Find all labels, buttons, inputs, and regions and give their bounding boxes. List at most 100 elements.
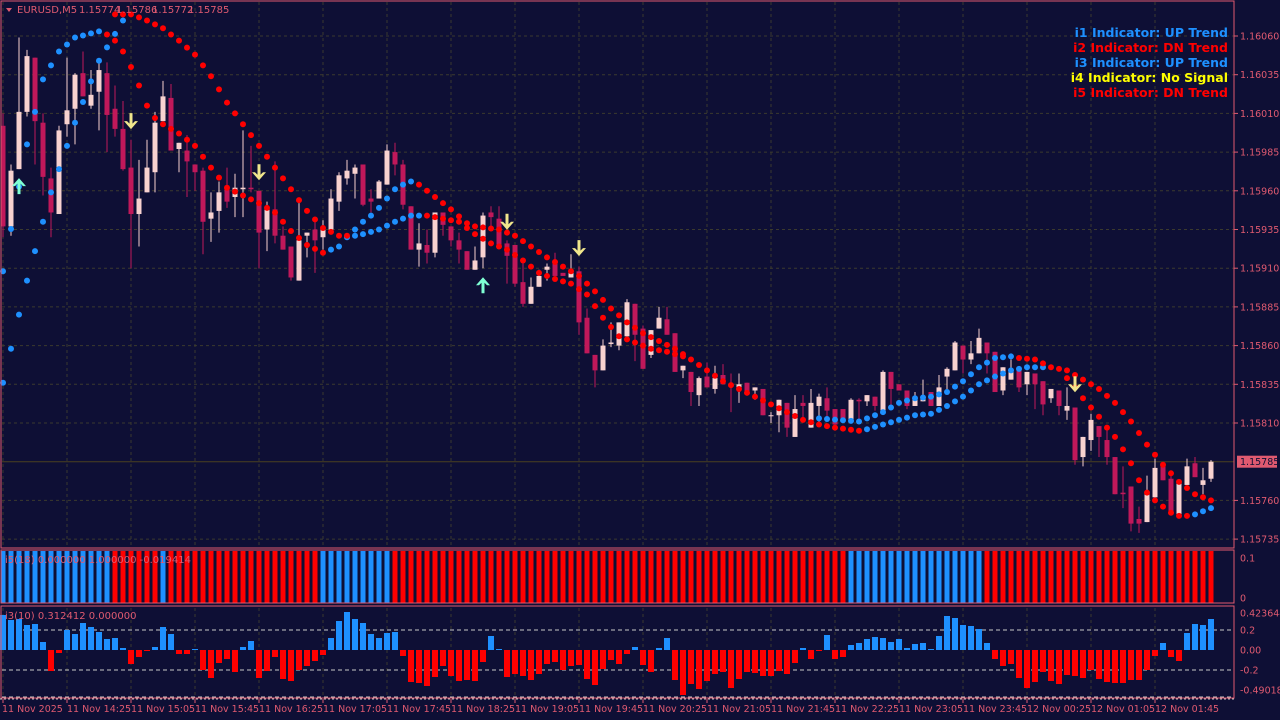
trend-bar [1160, 551, 1166, 603]
trend-bar [912, 551, 918, 603]
histogram-bar [264, 650, 270, 671]
down-trend-dot [344, 232, 350, 239]
candle-body [200, 170, 206, 222]
candle [1064, 387, 1070, 420]
candle [1112, 457, 1118, 495]
trend-bar [1192, 551, 1198, 603]
down-trend-dot [656, 347, 662, 354]
up-trend-dot [8, 225, 14, 232]
down-trend-dot [208, 164, 214, 171]
legend-i2: i2 Indicator: DN Trend [1073, 40, 1228, 55]
histogram-bar [1080, 650, 1086, 678]
trend-bar [192, 551, 198, 603]
histogram-bar [480, 650, 486, 662]
up-trend-dot [368, 212, 374, 219]
indicator-legend: i1 Indicator: UP Trend i2 Indicator: DN … [1071, 25, 1228, 100]
trend-bar [816, 551, 822, 603]
histogram-bar [680, 650, 686, 695]
down-trend-dot [472, 231, 478, 238]
candle [888, 371, 894, 406]
down-trend-dot [1128, 460, 1134, 467]
histogram-bar [608, 650, 614, 660]
candle-body [624, 302, 630, 337]
price-axis[interactable]: 1.16060 1.16035 1.16010 1.15985 1.15960 1.159… [1234, 32, 1280, 697]
down-trend-dot [136, 82, 142, 89]
trend-bar [1120, 551, 1126, 603]
histogram-bar [1056, 650, 1062, 684]
histogram-bar [888, 642, 894, 650]
candle-body [792, 409, 798, 437]
up-trend-dot [104, 44, 110, 51]
trend-bar [264, 551, 270, 603]
trend-bar [72, 551, 78, 603]
up-trend-dot [376, 204, 382, 211]
down-trend-dot [648, 345, 654, 352]
up-trend-dot [72, 119, 78, 126]
high-value: 1.15786 [116, 5, 157, 16]
down-trend-dot [584, 280, 590, 287]
up-trend-dot [40, 218, 46, 225]
trend-bar [960, 551, 966, 603]
trend-bar [992, 551, 998, 603]
trend-bar [448, 551, 454, 603]
histogram-bar [160, 627, 166, 650]
candle-body [24, 56, 30, 112]
candle [1088, 413, 1094, 451]
histogram-bar [864, 639, 870, 650]
candle-body [416, 243, 422, 250]
candle [1056, 390, 1062, 416]
candle-body [664, 319, 670, 335]
down-trend-dot [288, 186, 294, 193]
time-axis[interactable]: 11 Nov 2025 11 Nov 14:25 11 Nov 15:05 11 No… [0, 698, 1234, 715]
candle-body [40, 122, 46, 177]
candle [320, 220, 326, 250]
down-trend-dot [264, 204, 270, 211]
candle [488, 206, 494, 227]
up-trend-dot [408, 178, 414, 185]
triangle-down-icon[interactable] [6, 8, 12, 12]
up-trend-dot [856, 418, 862, 425]
down-trend-dot [464, 224, 470, 231]
down-trend-dot [208, 73, 214, 80]
histogram-bar [40, 642, 46, 650]
candle [656, 306, 662, 329]
down-trend-dot [312, 245, 318, 252]
indicator-dots [0, 11, 1214, 519]
down-trend-dot [832, 424, 838, 431]
trend-bar [368, 551, 374, 603]
histogram-bar [1000, 650, 1006, 666]
down-trend-dot [1120, 409, 1126, 416]
down-trend-dot [672, 345, 678, 352]
down-trend-dot [688, 356, 694, 363]
down-arrow-icon [572, 240, 586, 257]
up-trend-dot [64, 41, 70, 48]
down-trend-dot [1176, 512, 1182, 519]
trend-bar [112, 551, 118, 603]
candle-body [944, 368, 950, 377]
histogram-bar [192, 649, 198, 650]
trend-bar [752, 551, 758, 603]
histogram-bar [752, 650, 758, 673]
candle-body [544, 266, 550, 270]
candle-body [0, 125, 6, 227]
down-trend-dot [240, 121, 246, 128]
down-trend-dot [1064, 367, 1070, 374]
down-trend-dot [1168, 470, 1174, 477]
histogram-bar [536, 650, 542, 674]
trend-bar [32, 551, 38, 603]
histogram-bar [1112, 650, 1118, 683]
histogram-bar [512, 650, 518, 674]
histogram-bar [960, 625, 966, 650]
candle [1184, 458, 1190, 485]
up-trend-dot [120, 17, 126, 24]
histogram-bar [32, 624, 38, 650]
candle [776, 399, 782, 433]
histogram-bar [840, 650, 846, 657]
down-trend-dot [784, 409, 790, 416]
trend-bar [176, 551, 182, 603]
up-trend-dot [368, 228, 374, 235]
up-trend-dot [80, 32, 86, 39]
trend-bar [432, 551, 438, 603]
down-trend-dot [568, 268, 574, 275]
